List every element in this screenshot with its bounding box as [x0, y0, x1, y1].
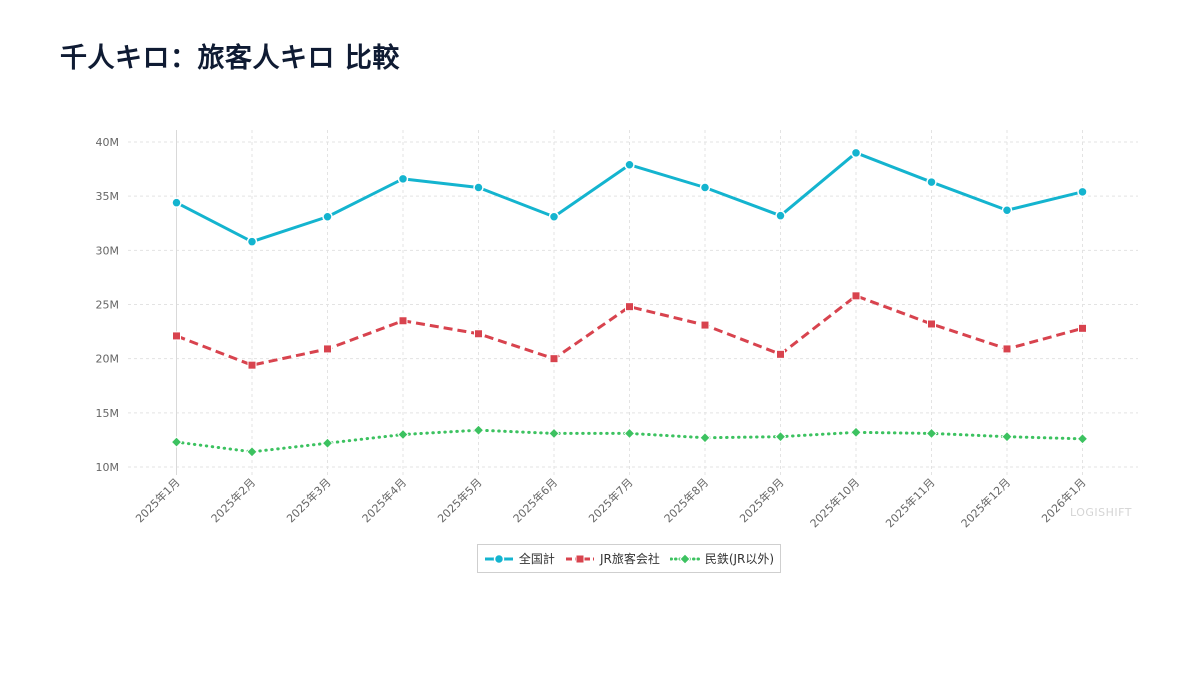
- data-point-square: [625, 302, 634, 312]
- x-tick-label: 2025年5月: [434, 475, 484, 525]
- data-point-square: [323, 344, 332, 354]
- data-point-circle: [775, 210, 786, 221]
- data-point-diamond: [548, 427, 560, 440]
- y-tick-label: 40M: [96, 136, 120, 149]
- x-tick-label: 2025年8月: [661, 475, 711, 525]
- x-tick-label: 2025年2月: [208, 475, 258, 525]
- data-point-square: [172, 331, 181, 341]
- data-point-circle: [548, 211, 560, 222]
- x-tick-label: 2025年7月: [585, 475, 635, 525]
- legend-label: 民鉄(JR以外): [704, 552, 775, 566]
- legend-item-total: 全国計: [484, 550, 555, 567]
- data-point-diamond: [679, 552, 691, 565]
- data-point-circle: [397, 173, 409, 185]
- x-tick-label: 2025年6月: [510, 475, 560, 525]
- x-tick-label: 2025年1月: [132, 475, 182, 525]
- data-point-circle: [850, 147, 862, 159]
- data-point-square: [474, 329, 483, 339]
- y-tick-label: 10M: [96, 461, 120, 474]
- series-private: [170, 424, 1089, 458]
- data-point-diamond: [699, 432, 711, 444]
- legend-swatch-total: [484, 553, 513, 564]
- data-point-square: [575, 554, 585, 563]
- y-tick-label: 20M: [96, 353, 120, 366]
- data-point-square: [700, 320, 710, 330]
- data-point-diamond: [1001, 430, 1013, 443]
- data-point-circle: [322, 211, 333, 222]
- page-title: 千人キロ：旅客人キロ 比較: [60, 43, 400, 74]
- legend-label: JR旅客会社: [599, 552, 660, 566]
- data-point-circle: [624, 159, 635, 170]
- legend-swatch-jr: [565, 554, 594, 563]
- data-point-square: [247, 360, 257, 370]
- y-axis-ticks: 10M 15M 20M 25M 30M 35M 40M: [96, 136, 120, 474]
- x-tick-label: 2025年12月: [958, 475, 1013, 530]
- watermark-text: LOGISHIFT: [1070, 506, 1132, 519]
- data-point-diamond: [472, 424, 485, 436]
- data-point-circle: [1001, 205, 1013, 216]
- y-tick-label: 30M: [96, 244, 120, 257]
- series-jr: [172, 291, 1087, 370]
- data-point-square: [549, 354, 559, 364]
- data-point-diamond: [774, 430, 787, 443]
- grid-layer: [128, 130, 1138, 475]
- data-point-diamond: [1076, 433, 1089, 445]
- data-point-diamond: [246, 446, 258, 458]
- x-tick-label: 2025年11月: [882, 475, 937, 530]
- data-point-square: [776, 349, 785, 359]
- legend-label: 全国計: [518, 552, 555, 566]
- x-tick-label: 2025年9月: [736, 475, 786, 525]
- x-tick-label: 2025年10月: [807, 475, 862, 530]
- data-point-square: [851, 291, 861, 301]
- legend-item-jr: JR旅客会社: [565, 550, 660, 567]
- legend-swatch-private: [669, 552, 700, 565]
- data-point-square: [1002, 344, 1012, 354]
- data-point-circle: [699, 182, 711, 193]
- y-tick-label: 35M: [96, 190, 120, 203]
- data-point-diamond: [850, 426, 862, 439]
- data-point-circle: [926, 176, 937, 188]
- data-point-circle: [1077, 186, 1088, 198]
- data-point-diamond: [397, 428, 409, 441]
- x-axis-ticks: 2025年1月 2025年2月 2025年3月 2025年4月 2025年5月 2025年…: [132, 475, 1088, 530]
- y-tick-label: 25M: [96, 299, 120, 312]
- data-point-circle: [171, 197, 182, 208]
- data-point-circle: [493, 553, 505, 564]
- series-total: [171, 147, 1088, 247]
- data-point-diamond: [925, 427, 938, 440]
- data-point-circle: [246, 236, 258, 247]
- legend-item-private: 民鉄(JR以外): [669, 550, 775, 567]
- data-point-diamond: [623, 427, 636, 440]
- data-point-diamond: [170, 436, 183, 448]
- x-tick-label: 2025年3月: [283, 475, 333, 525]
- chart-legend: 全国計 JR旅客会社 民鉄(JR以外): [477, 544, 781, 573]
- data-point-circle: [473, 182, 484, 193]
- data-point-square: [1078, 323, 1087, 333]
- data-point-square: [398, 316, 408, 326]
- data-point-diamond: [321, 437, 334, 449]
- series-layer: [170, 147, 1089, 458]
- x-tick-label: 2025年4月: [359, 475, 409, 525]
- y-tick-label: 15M: [96, 407, 120, 420]
- data-point-square: [927, 319, 936, 329]
